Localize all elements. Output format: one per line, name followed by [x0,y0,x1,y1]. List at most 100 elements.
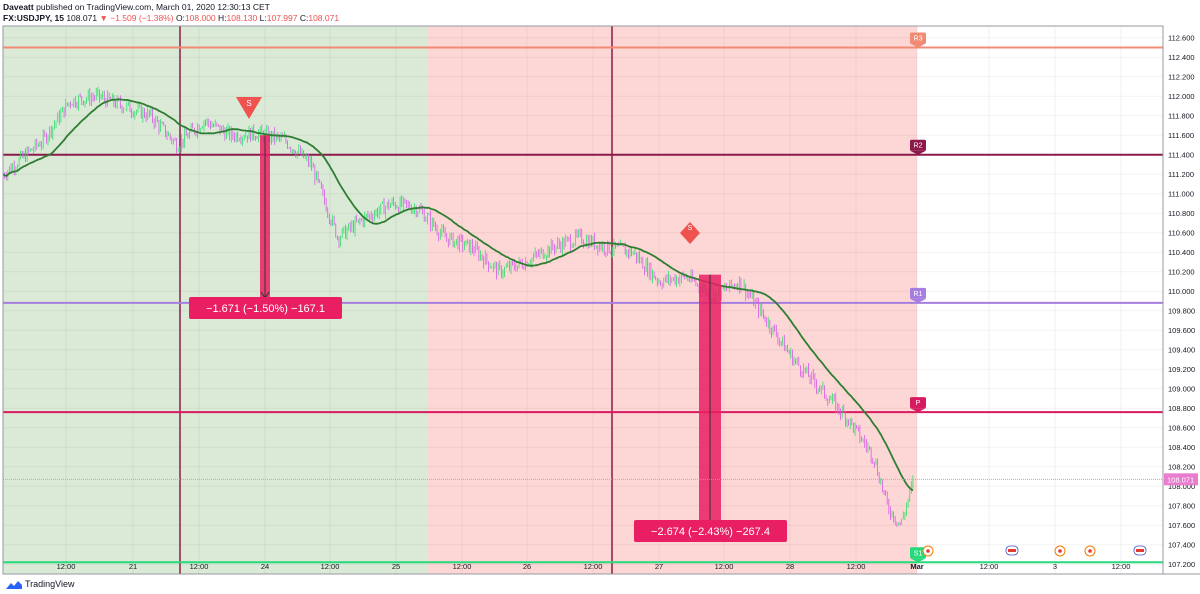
symbol-label[interactable]: FX:USDJPY, 15 [3,13,64,23]
pivot-tag-p: P [910,397,926,413]
y-tick-label: 107.600 [1168,521,1195,530]
svg-text:R3: R3 [914,35,923,42]
publish-line: Daveatt published on TradingView.com, Ma… [3,2,270,12]
y-tick-label: 111.400 [1168,151,1194,160]
low-label: L: [259,13,267,23]
y-tick-label: 110.000 [1168,287,1195,296]
x-tick-label: 12:00 [453,562,472,571]
high-label: H: [218,13,227,23]
chart-header: Daveatt published on TradingView.com, Ma… [0,0,1200,24]
signals: SS [236,97,700,244]
session-backgrounds [3,26,917,574]
pivot-tag-r1: R1 [910,287,926,303]
measure-tool-2: −2.674 (−2.43%) −267.4 [634,274,787,542]
y-tick-label: 112.600 [1168,34,1195,43]
measure-label-box [189,297,342,319]
close-label: C: [299,13,309,23]
event-marker-icon-1 [1084,545,1096,557]
change-value: −1.509 (−1.38%) [110,13,174,23]
y-tick-label: 109.800 [1168,307,1195,316]
y-tick-label: 109.000 [1168,385,1195,394]
measure-label: −2.674 (−2.43%) −267.4 [651,526,770,538]
y-tick-label: 107.400 [1168,541,1195,550]
svg-text:S: S [246,99,251,108]
bg-week-2 [428,26,917,574]
event-marker-icon-0 [1054,545,1066,557]
current-price-label: 108.071 [1167,475,1194,484]
y-tick-label: 108.600 [1168,424,1195,433]
y-tick-label: 109.400 [1168,346,1195,355]
pivot-levels: R3 R2 R1 P S1 [3,32,1163,564]
open-value: 108.000 [184,13,216,23]
open-label: O: [175,13,185,23]
svg-text:S1: S1 [914,550,923,557]
svg-text:R1: R1 [914,291,923,298]
pivot-tag-s1: S1 [910,547,926,563]
measure-label: −1.671 (−1.50%) −167.1 [206,303,325,315]
y-tick-label: 111.800 [1168,112,1194,121]
measure-tools[interactable]: −1.671 (−1.50%) −167.1 −2.674 (−2.43%) −2… [189,135,787,542]
svg-text:R2: R2 [914,143,923,150]
y-tick-label: 108.800 [1168,404,1195,413]
tradingview-icon [6,581,22,589]
measure-tool-1: −1.671 (−1.50%) −167.1 [189,135,342,319]
x-tick-label: 12:00 [847,562,866,571]
close-value: 108.071 [308,13,340,23]
current-price-tag [1164,473,1198,486]
grid-lines [3,26,1163,574]
y-tick-label: 107.200 [1168,560,1195,569]
ma-line [2,98,914,492]
y-tick-label: 111.600 [1168,131,1194,140]
x-tick-label: 12:00 [190,562,209,571]
sell-signal-triangle: S [236,97,262,119]
low-value: 107.997 [266,13,298,23]
candles [2,86,914,527]
legend-line: FX:USDJPY, 15 108.071 ▼ −1.509 (−1.38%) … [3,13,339,23]
high-value: 108.130 [226,13,258,23]
y-tick-label: 110.600 [1168,229,1195,238]
flag-marker-icon-1 [1133,545,1147,556]
x-tick-label: 12:00 [715,562,734,571]
event-marker-icon-start [922,545,934,557]
x-tick-label: 12:00 [321,562,340,571]
brand-text: TradingView [25,579,75,589]
y-tick-label: 110.200 [1168,268,1195,277]
flag-marker-icon-0 [1005,545,1019,556]
pivot-tag-r2: R2 [910,139,926,155]
y-tick-label: 108.400 [1168,443,1195,452]
x-tick-label: Mar [910,562,923,571]
x-tick-label: 28 [786,562,794,571]
svg-text:P: P [916,400,921,407]
x-tick-label: 12:00 [1112,562,1131,571]
y-tick-label: 112.400 [1168,53,1195,62]
x-tick-label: 25 [392,562,400,571]
y-tick-label: 111.200 [1168,170,1194,179]
tradingview-logo[interactable]: TradingView [6,579,75,589]
x-tick-label: 24 [261,562,269,571]
x-tick-label: 27 [655,562,663,571]
y-tick-label: 112.000 [1168,92,1195,101]
x-tick-label: 12:00 [980,562,999,571]
published-text: published on TradingView.com, March 01, … [36,2,270,12]
pivot-tag-r3: R3 [910,32,926,48]
x-tick-label: 12:00 [584,562,603,571]
y-tick-label: 110.400 [1168,248,1195,257]
svg-text:S: S [688,225,693,232]
axes: 112.600 112.400 112.200 112.000 111.800 111.6… [2,25,1200,575]
y-tick-label: 108.200 [1168,463,1195,472]
footer: TradingView [0,575,1200,594]
x-tick-label: 3 [1053,562,1057,571]
x-tick-label: 26 [523,562,531,571]
y-tick-label: 112.200 [1168,73,1195,82]
y-tick-label: 109.600 [1168,326,1195,335]
last-price: 108.071 [66,13,98,23]
measure-label-box [634,520,787,542]
y-tick-label: 111.000 [1168,190,1194,199]
x-tick-label: 21 [129,562,137,571]
y-tick-label: 108.000 [1168,482,1195,491]
sell-signal-diamond: S [680,222,700,244]
author-name[interactable]: Daveatt [3,2,34,12]
y-tick-label: 110.800 [1168,209,1195,218]
moving-average [2,98,914,492]
price-chart[interactable]: R3 R2 R1 P S1 −1.671 (−1.50%) −167.1 −2.674 (… [0,24,1200,575]
